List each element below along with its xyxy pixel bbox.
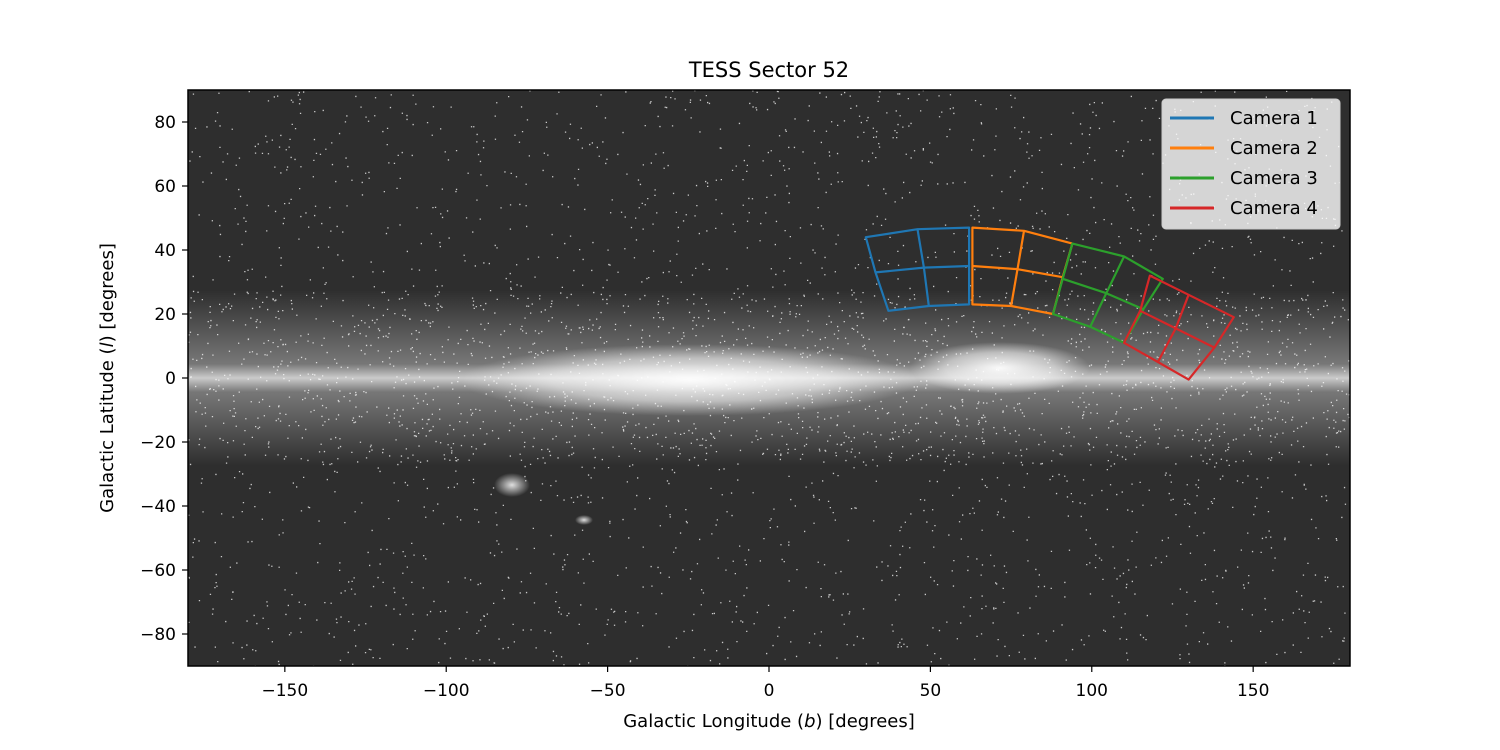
legend-label: Camera 4 (1230, 198, 1318, 219)
x-axis-label-part: Galactic Longitude ( (623, 711, 804, 732)
chart-title: TESS Sector 52 (688, 58, 849, 82)
x-tick-label: −100 (423, 681, 470, 701)
x-tick-label: −150 (261, 681, 308, 701)
legend-box (1161, 98, 1341, 230)
galactic-bulge (460, 344, 920, 416)
plot-area (188, 90, 1350, 666)
starfield (188, 90, 1350, 666)
y-tick-label: 0 (165, 369, 176, 389)
y-tick-label: −80 (140, 625, 176, 645)
camera-footprint-1 (864, 226, 971, 312)
y-axis-label: Galactic Latitude (l) [degrees] (97, 243, 118, 513)
y-tick-label: 60 (154, 177, 176, 197)
camera-outline (1122, 274, 1235, 381)
ccd-divider-horizontal (1139, 309, 1215, 349)
x-axis-label: Galactic Longitude (b) [degrees] (623, 711, 915, 732)
small-magellanic-cloud (575, 515, 593, 525)
camera-footprints (864, 226, 1235, 381)
legend-label: Camera 2 (1230, 138, 1318, 159)
legend-label: Camera 1 (1230, 108, 1318, 129)
x-axis-ticks: −150 −100 −50 0 50 100 150 (261, 666, 1269, 701)
y-axis-label-part: ) [degrees] (97, 243, 118, 342)
y-tick-label: 20 (154, 305, 176, 325)
x-tick-label: 50 (920, 681, 942, 701)
x-axis-label-part: ) [degrees] (816, 711, 915, 732)
ccd-divider-horizontal (875, 264, 970, 274)
x-tick-label: 0 (764, 681, 775, 701)
cygnus-region (910, 342, 1090, 394)
y-tick-label: −20 (140, 433, 176, 453)
large-magellanic-cloud (494, 473, 530, 497)
legend: Camera 1 Camera 2 Camera 3 Camera 4 (1161, 98, 1341, 230)
y-tick-label: −60 (140, 561, 176, 581)
y-axis-label-symbol: l (97, 342, 118, 347)
camera-outline (864, 226, 971, 312)
x-tick-label: −50 (590, 681, 626, 701)
y-axis-ticks: −80 −60 −40 −20 0 20 40 60 80 (140, 113, 188, 645)
star-points (188, 90, 1350, 666)
y-tick-label: −40 (140, 497, 176, 517)
legend-label: Camera 3 (1230, 168, 1318, 189)
y-tick-label: 80 (154, 113, 176, 133)
camera-footprint-4 (1122, 274, 1235, 381)
x-axis-label-symbol: b (804, 711, 815, 732)
x-tick-label: 150 (1237, 681, 1269, 701)
y-axis-label-part: Galactic Latitude ( (97, 347, 118, 512)
y-tick-label: 40 (154, 241, 176, 261)
x-tick-label: 100 (1076, 681, 1108, 701)
ccd-divider-horizontal (1062, 277, 1144, 311)
ccd-divider-horizontal (972, 264, 1063, 279)
